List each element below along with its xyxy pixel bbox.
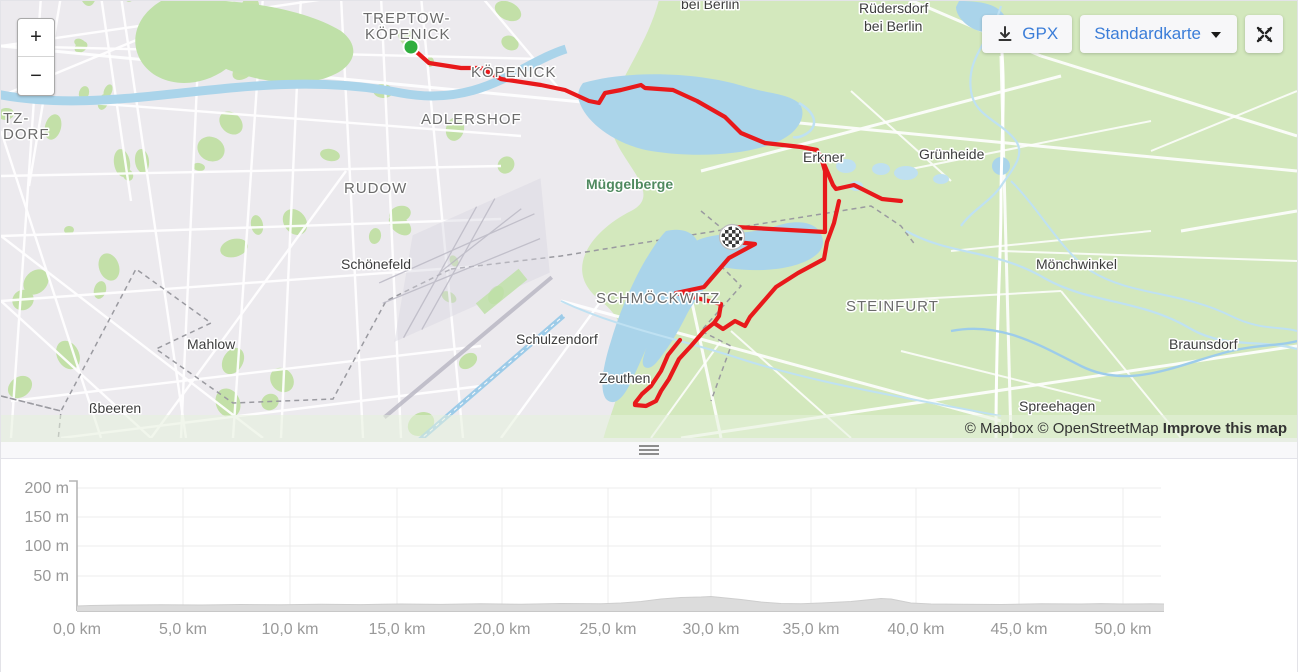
svg-text:100 m: 100 m xyxy=(25,538,69,555)
svg-text:10,0 km: 10,0 km xyxy=(262,621,319,638)
svg-text:TREPTOW-: TREPTOW- xyxy=(363,10,450,27)
svg-text:35,0 km: 35,0 km xyxy=(783,621,840,638)
svg-text:Zeuthen: Zeuthen xyxy=(599,370,650,386)
svg-text:50 m: 50 m xyxy=(33,568,69,585)
svg-text:Rüdersdorf: Rüdersdorf xyxy=(859,1,928,16)
svg-text:DORF: DORF xyxy=(3,126,50,143)
svg-text:Mönchwinkel: Mönchwinkel xyxy=(1036,256,1117,272)
svg-text:200 m: 200 m xyxy=(25,480,69,497)
svg-text:25,0 km: 25,0 km xyxy=(580,621,637,638)
svg-text:bei Berlin: bei Berlin xyxy=(864,18,922,34)
svg-text:45,0 km: 45,0 km xyxy=(991,621,1048,638)
svg-text:RUDOW: RUDOW xyxy=(344,180,407,197)
svg-text:STEINFURT: STEINFURT xyxy=(846,298,939,315)
svg-text:15,0 km: 15,0 km xyxy=(369,621,426,638)
svg-text:SCHMÖCKWITZ: SCHMÖCKWITZ xyxy=(596,289,720,307)
svg-text:ßbeeren: ßbeeren xyxy=(89,400,141,416)
svg-text:Braunsdorf: Braunsdorf xyxy=(1169,336,1238,352)
svg-text:KÖPENICK: KÖPENICK xyxy=(471,63,557,81)
svg-text:Schulzendorf: Schulzendorf xyxy=(516,331,598,347)
svg-text:Mahlow: Mahlow xyxy=(187,336,236,352)
svg-text:50,0 km: 50,0 km xyxy=(1095,621,1152,638)
svg-text:20,0 km: 20,0 km xyxy=(474,621,531,638)
svg-text:5,0 km: 5,0 km xyxy=(159,621,207,638)
svg-text:Erkner: Erkner xyxy=(803,149,845,165)
svg-text:TZ-: TZ- xyxy=(3,110,29,127)
svg-text:bei Berlin: bei Berlin xyxy=(681,1,739,12)
svg-text:KÖPENICK: KÖPENICK xyxy=(365,25,451,43)
svg-text:0,0 km: 0,0 km xyxy=(53,621,101,638)
svg-text:Spreehagen: Spreehagen xyxy=(1019,398,1095,414)
svg-text:Schönefeld: Schönefeld xyxy=(341,256,411,272)
svg-text:40,0 km: 40,0 km xyxy=(888,621,945,638)
svg-text:ADLERSHOF: ADLERSHOF xyxy=(421,111,522,128)
svg-text:150 m: 150 m xyxy=(25,509,69,526)
svg-text:30,0 km: 30,0 km xyxy=(683,621,740,638)
svg-text:Grünheide: Grünheide xyxy=(919,146,985,162)
svg-text:Müggelberge: Müggelberge xyxy=(586,176,673,192)
